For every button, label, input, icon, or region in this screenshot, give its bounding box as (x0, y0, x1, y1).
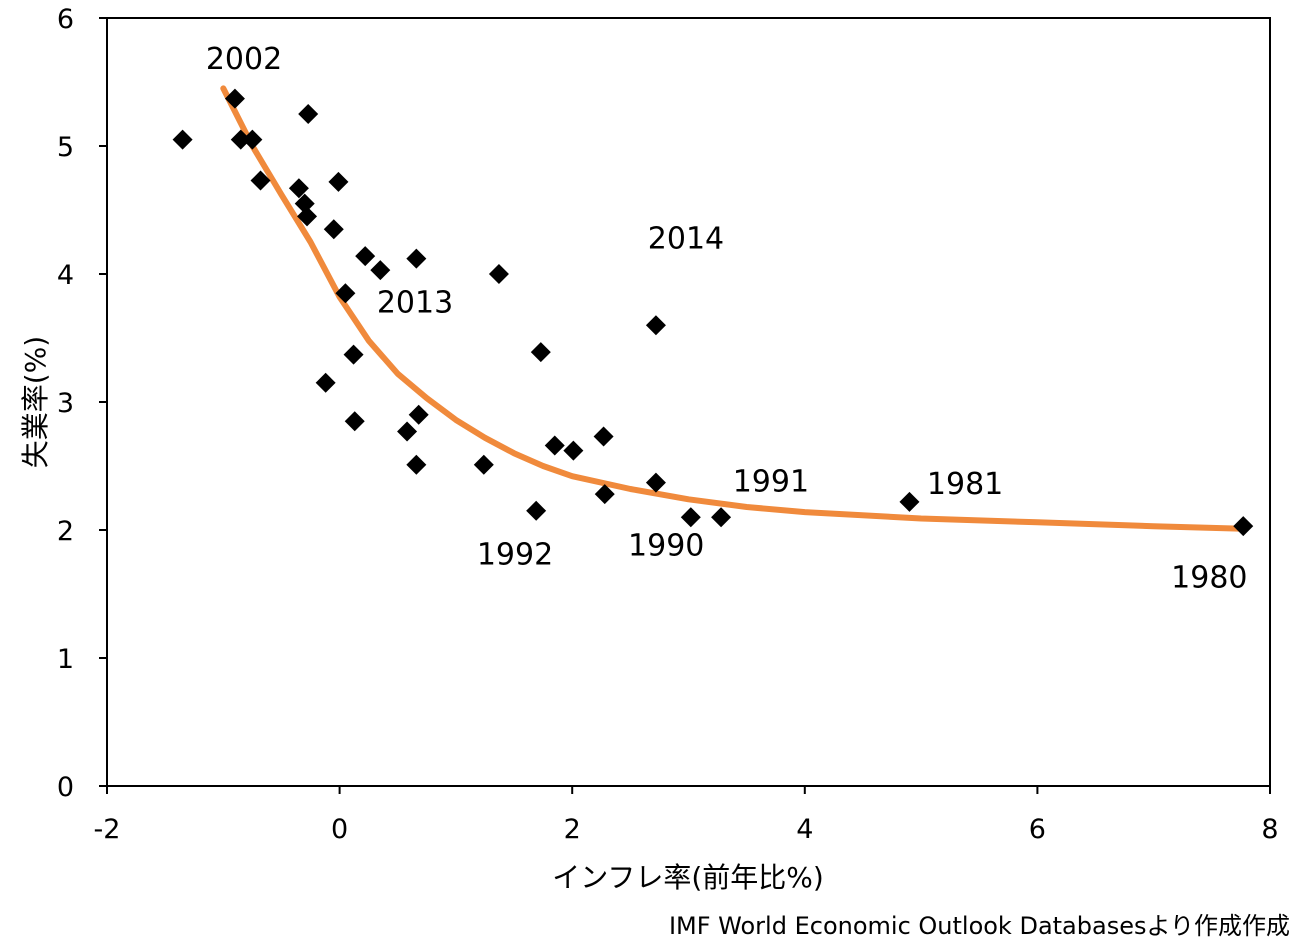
data-point (473, 454, 494, 475)
data-point (711, 507, 732, 528)
x-tick-label: 8 (1261, 814, 1278, 845)
x-tick-label: 4 (796, 814, 813, 845)
data-point (680, 507, 701, 528)
x-tick-label: 6 (1029, 814, 1046, 845)
data-point (294, 193, 315, 214)
x-tick-label: -2 (94, 814, 121, 845)
data-point (488, 264, 509, 284)
data-point (645, 472, 666, 493)
data-point (298, 104, 319, 124)
data-point (406, 454, 427, 475)
plot-area (106, 17, 1271, 787)
year-annotation: 1980 (1171, 561, 1247, 596)
year-annotation: 1991 (733, 465, 809, 500)
y-tick-label: 5 (57, 132, 74, 163)
y-axis-title: 失業率(%) (19, 336, 52, 468)
data-point (355, 246, 376, 267)
data-point (408, 404, 429, 425)
data-point (172, 129, 193, 150)
data-point (242, 129, 263, 150)
year-annotation: 2002 (206, 42, 282, 77)
data-point (526, 500, 547, 521)
y-tick-label: 0 (57, 772, 74, 803)
data-point (323, 219, 344, 240)
data-point (530, 342, 551, 363)
data-point (328, 171, 349, 192)
y-tick-label: 4 (57, 260, 74, 291)
y-tick-label: 6 (57, 4, 74, 35)
year-annotation: 2014 (648, 221, 724, 256)
y-tick-label: 3 (57, 388, 74, 419)
data-point (563, 440, 584, 461)
x-tick-label: 2 (564, 814, 581, 845)
data-point (370, 260, 391, 281)
data-point (297, 206, 318, 227)
data-point (593, 426, 614, 447)
source-note: IMF World Economic Outlook Databasesより作成… (668, 912, 1290, 940)
data-point (406, 248, 427, 269)
y-tick-label: 2 (57, 516, 74, 547)
data-point (645, 315, 666, 336)
year-annotation: 2013 (377, 285, 453, 320)
year-annotation: 1992 (477, 538, 553, 573)
x-axis-title: インフレ率(前年比%) (552, 861, 824, 894)
data-point (335, 283, 356, 304)
data-point (344, 411, 365, 432)
data-point (224, 88, 245, 109)
data-point (230, 129, 251, 150)
data-point (1233, 516, 1254, 537)
x-tick-label: 0 (331, 814, 348, 845)
data-point (899, 491, 920, 512)
year-annotation: 1981 (927, 467, 1003, 502)
data-point (343, 344, 364, 365)
data-point (250, 170, 271, 191)
data-point (288, 178, 309, 199)
data-point (594, 484, 615, 505)
data-point (397, 421, 418, 442)
data-point (544, 435, 565, 456)
y-tick-label: 1 (57, 644, 74, 675)
scatter-chart: -2 0 2 4 6 8 0 1 2 3 4 5 6 2002 2014 2013 1991 1981 1992… (19, 4, 1279, 894)
trend-curve (220, 85, 1247, 532)
year-annotation: 1990 (628, 529, 704, 564)
data-point (315, 372, 336, 393)
